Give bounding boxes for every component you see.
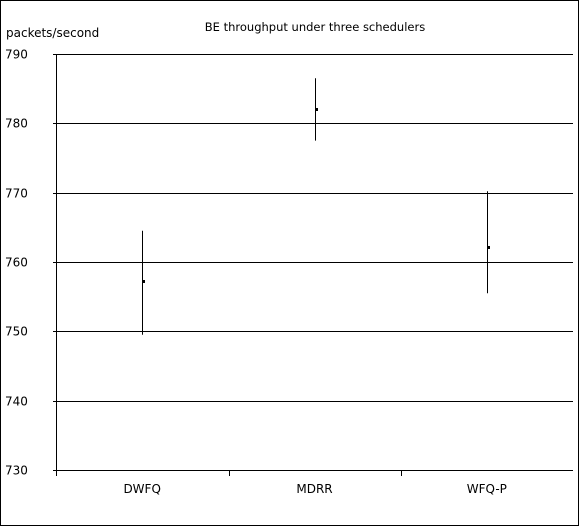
chart-title: BE throughput under three schedulers	[205, 20, 425, 34]
y-tick-label: 770	[5, 187, 28, 201]
labels: packets/second BE throughput under three…	[5, 20, 507, 496]
grid-lines	[56, 55, 573, 402]
y-tick-label: 730	[5, 464, 28, 478]
y-tick-label: 790	[5, 48, 28, 62]
x-tick-label: MDRR	[296, 482, 332, 496]
mean-marker	[488, 246, 490, 249]
y-tick-label: 760	[5, 256, 28, 270]
y-tick-label: 740	[5, 395, 28, 409]
mean-marker	[316, 108, 318, 111]
series-0	[143, 78, 491, 335]
y-tick-label: 780	[5, 117, 28, 131]
x-tick-label: WFQ-P	[467, 482, 507, 496]
axes	[53, 54, 573, 476]
mean-marker	[143, 280, 145, 283]
x-tick-label: DWFQ	[123, 482, 160, 496]
y-tick-label: 750	[5, 325, 28, 339]
y-axis-label: packets/second	[6, 26, 99, 40]
